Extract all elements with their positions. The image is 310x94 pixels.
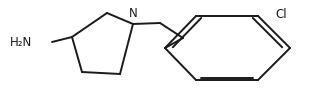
Text: H₂N: H₂N [10, 36, 32, 49]
Text: Cl: Cl [275, 8, 287, 21]
Text: N: N [129, 7, 137, 20]
